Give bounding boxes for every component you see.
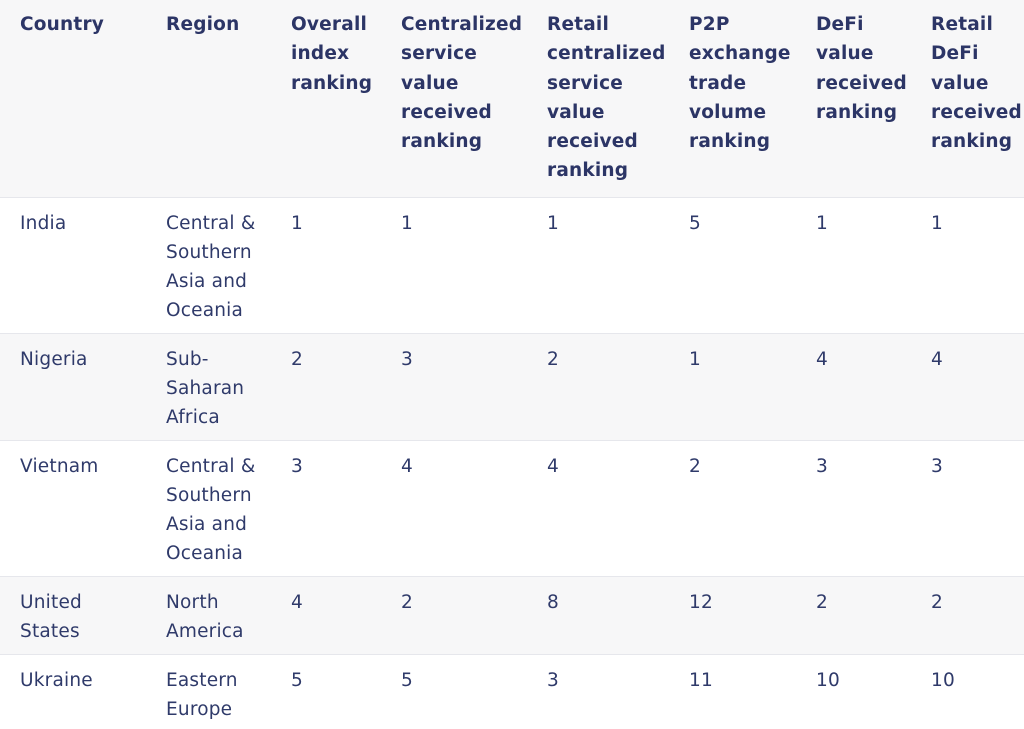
- cell-centralized-service-ranking: 1: [401, 212, 413, 234]
- cell-p2p-exchange-ranking: 2: [689, 455, 701, 477]
- header-region: Region: [166, 14, 240, 35]
- cell-country: Vietnam: [20, 455, 99, 477]
- header-overall-index-ranking: Overall index ranking: [291, 14, 373, 94]
- cell-overall-index-ranking: 3: [291, 455, 303, 477]
- cell-region: Central & Southern Asia and Oceania: [166, 455, 256, 565]
- header-retail-defi-value-ranking: Retail DeFi value received ranking: [931, 14, 1022, 153]
- cell-retail-defi-value-ranking: 2: [931, 591, 943, 613]
- cell-retail-centralized-service-ranking: 2: [547, 348, 559, 370]
- cell-defi-value-ranking: 10: [816, 669, 840, 691]
- cell-country: India: [20, 212, 67, 234]
- cell-overall-index-ranking: 4: [291, 591, 303, 613]
- cell-p2p-exchange-ranking: 1: [689, 348, 701, 370]
- cell-defi-value-ranking: 4: [816, 348, 828, 370]
- cell-country: United States: [20, 591, 82, 642]
- cell-region: Sub-Saharan Africa: [166, 348, 245, 429]
- cell-centralized-service-ranking: 5: [401, 669, 413, 691]
- header-country: Country: [20, 14, 105, 35]
- cell-defi-value-ranking: 3: [816, 455, 828, 477]
- cell-region: Central & Southern Asia and Oceania: [166, 212, 256, 322]
- cell-region: North America: [166, 591, 244, 642]
- header-p2p-exchange-ranking: P2P exchange trade volume ranking: [689, 14, 791, 153]
- cell-p2p-exchange-ranking: 12: [689, 591, 713, 613]
- cell-region: Eastern Europe: [166, 669, 238, 720]
- cell-retail-centralized-service-ranking: 3: [547, 669, 559, 691]
- header-retail-centralized-service-ranking: Retail centralized service value receive…: [547, 14, 666, 182]
- header-defi-value-ranking: DeFi value received ranking: [816, 14, 907, 123]
- cell-defi-value-ranking: 2: [816, 591, 828, 613]
- cell-p2p-exchange-ranking: 11: [689, 669, 713, 691]
- cell-retail-defi-value-ranking: 4: [931, 348, 943, 370]
- cell-retail-centralized-service-ranking: 8: [547, 591, 559, 613]
- cell-retail-centralized-service-ranking: 1: [547, 212, 559, 234]
- header-centralized-service-ranking: Centralized service value received ranki…: [401, 14, 523, 153]
- cell-retail-defi-value-ranking: 1: [931, 212, 943, 234]
- cell-overall-index-ranking: 2: [291, 348, 303, 370]
- cell-retail-defi-value-ranking: 3: [931, 455, 943, 477]
- cell-overall-index-ranking: 5: [291, 669, 303, 691]
- table-row: India Central & Southern Asia and Oceani…: [0, 197, 1024, 333]
- table-row: Nigeria Sub-Saharan Africa 2 3 2 1 4 4: [0, 333, 1024, 440]
- cell-country: Ukraine: [20, 669, 93, 691]
- cell-centralized-service-ranking: 2: [401, 591, 413, 613]
- table-header-row: Country Region Overall index ranking Cen…: [0, 0, 1024, 197]
- cell-country: Nigeria: [20, 348, 88, 370]
- table-row: Vietnam Central & Southern Asia and Ocea…: [0, 440, 1024, 576]
- cell-p2p-exchange-ranking: 5: [689, 212, 701, 234]
- cell-retail-centralized-service-ranking: 4: [547, 455, 559, 477]
- cell-centralized-service-ranking: 4: [401, 455, 413, 477]
- cell-retail-defi-value-ranking: 10: [931, 669, 955, 691]
- cell-centralized-service-ranking: 3: [401, 348, 413, 370]
- table-row: Ukraine Eastern Europe 5 5 3 11 10 10: [0, 654, 1024, 729]
- cell-overall-index-ranking: 1: [291, 212, 303, 234]
- table-row: United States North America 4 2 8 12 2 2: [0, 576, 1024, 654]
- cell-defi-value-ranking: 1: [816, 212, 828, 234]
